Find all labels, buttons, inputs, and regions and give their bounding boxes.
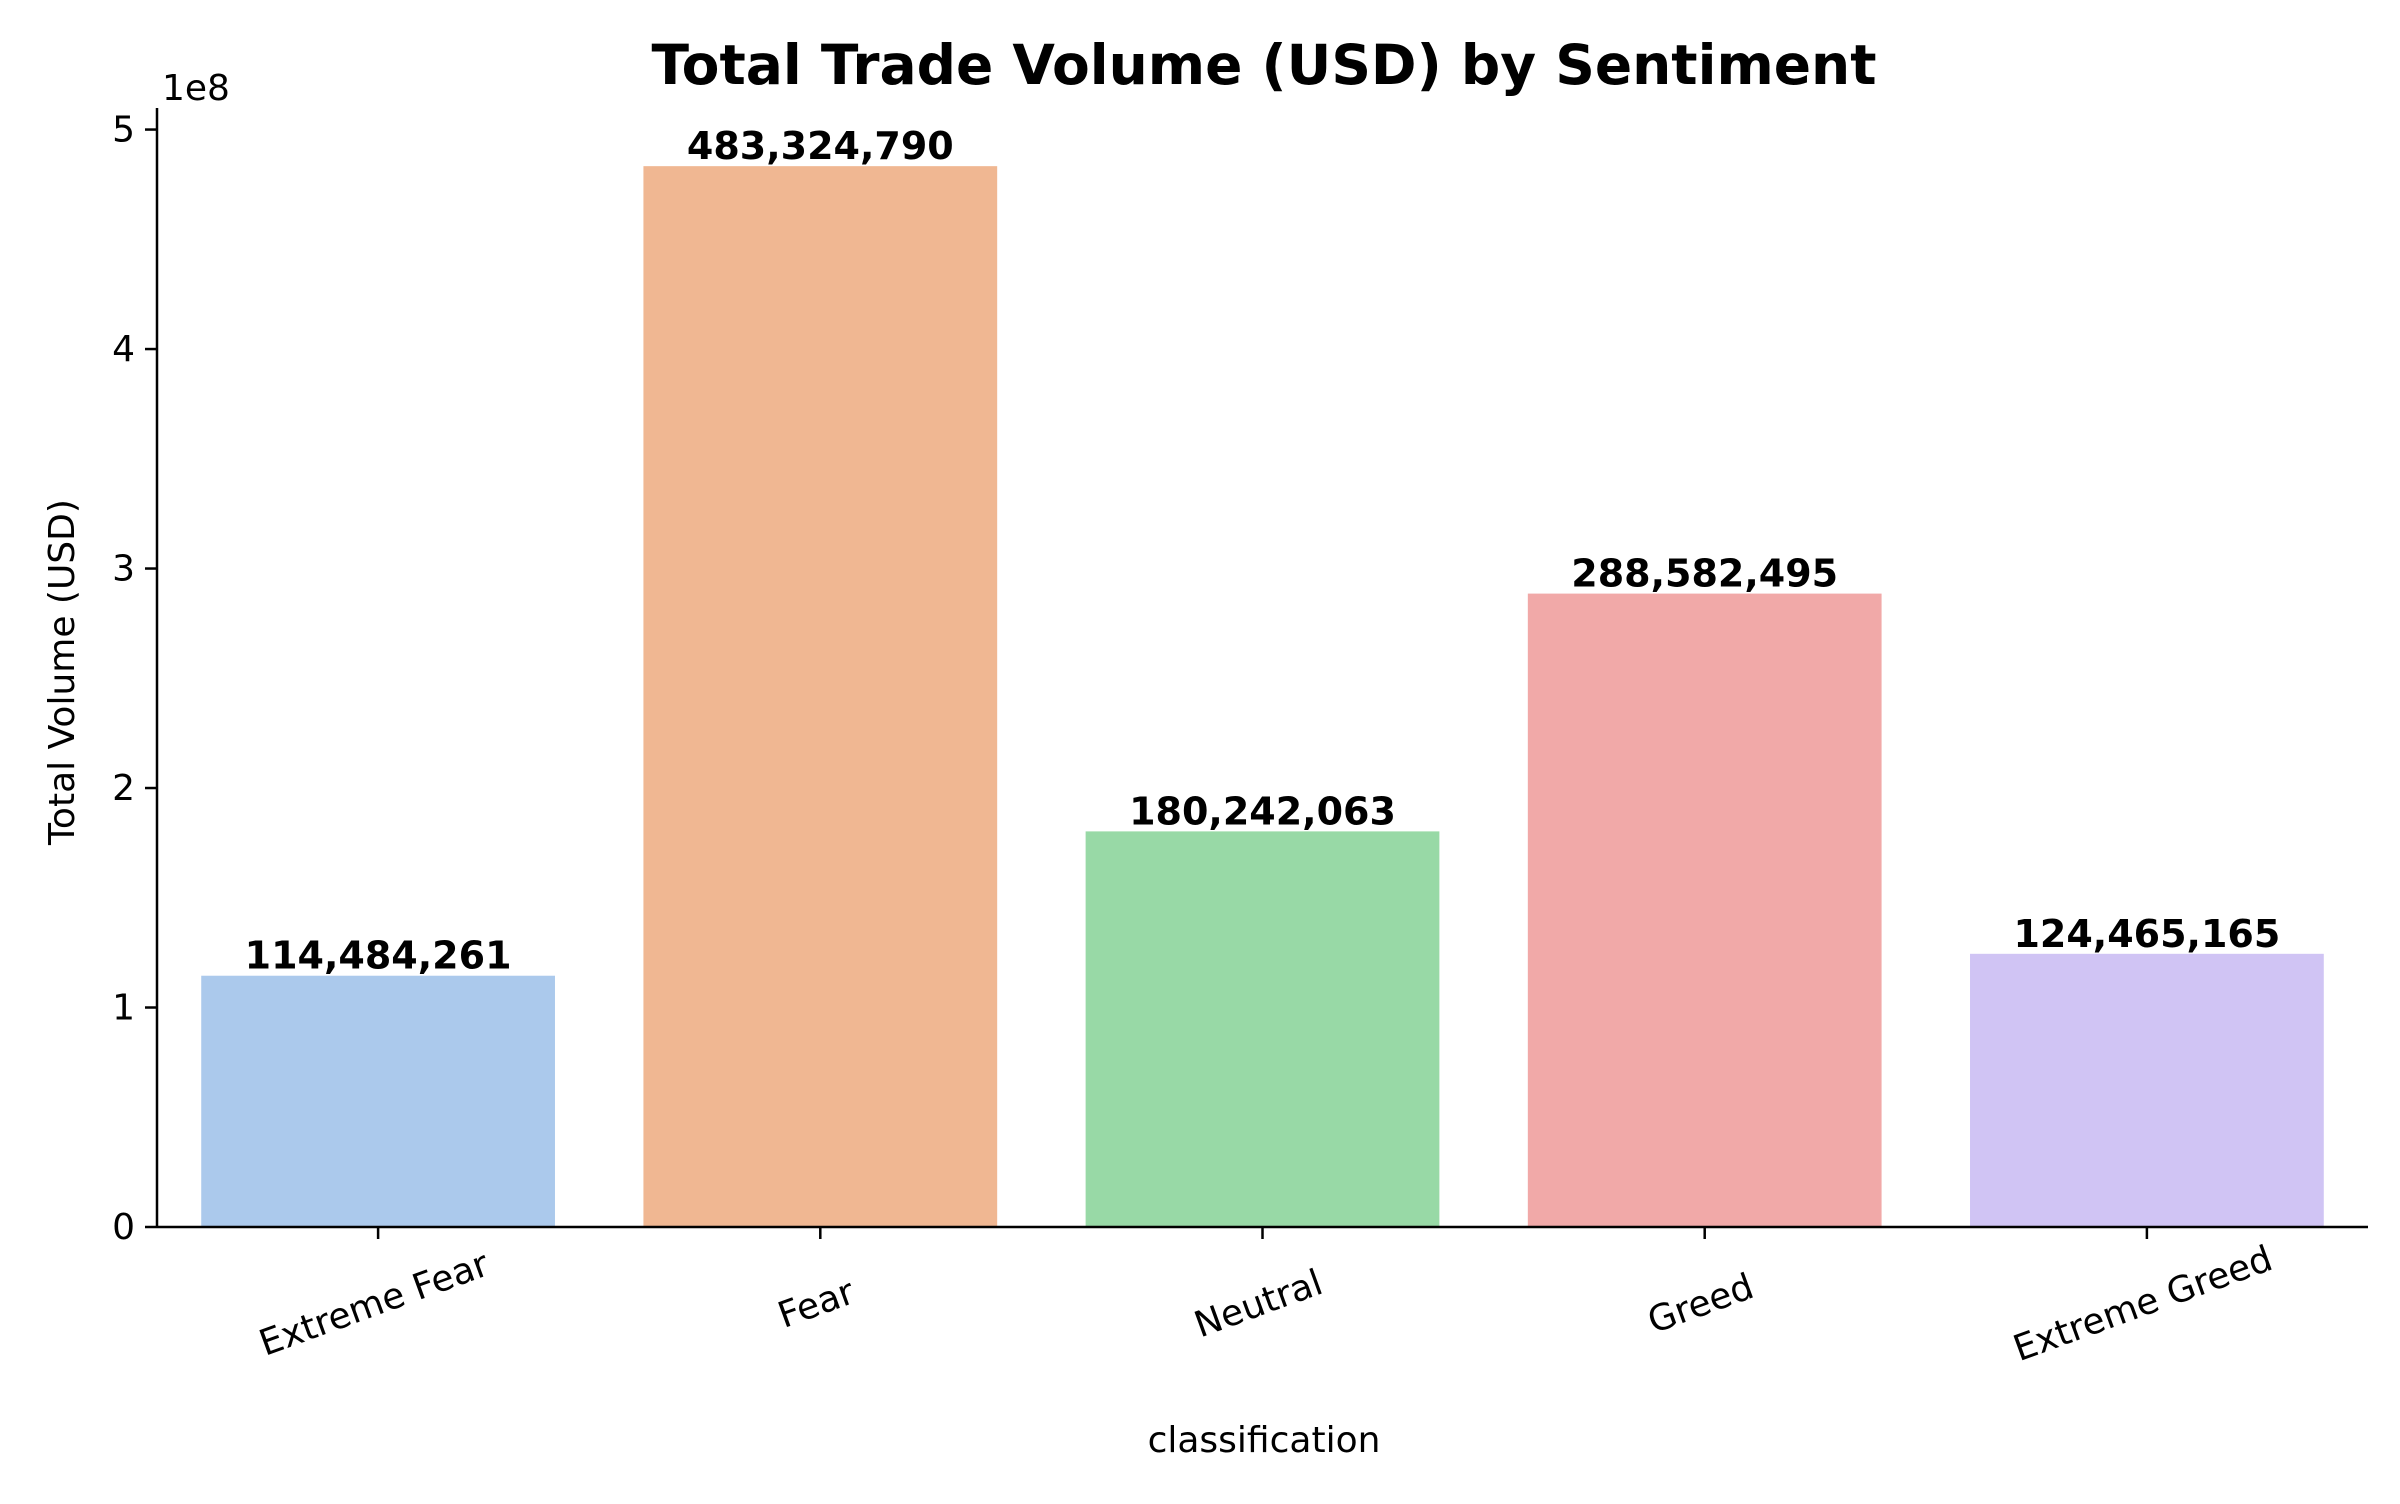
y-tick-label: 3 — [112, 549, 135, 590]
bar-value-label: 483,324,790 — [687, 124, 954, 168]
bar-value-label: 124,465,165 — [2013, 912, 2280, 956]
x-tick-label: Extreme Fear — [254, 1244, 494, 1365]
x-tick-label: Extreme Greed — [2008, 1238, 2278, 1370]
bar-extreme-greed — [1970, 953, 2324, 1227]
value-labels-layer: 114,484,261 483,324,790 180,242,063 288,582… — [245, 124, 2281, 978]
y-tick-label: 2 — [112, 768, 135, 809]
y-tick-label: 1 — [112, 988, 135, 1029]
y-axis-label: Total Volume (USD) — [42, 499, 83, 846]
bar-fear — [643, 166, 998, 1227]
bar-value-label: 114,484,261 — [245, 934, 512, 978]
y-tick-label: 0 — [112, 1207, 135, 1248]
bar-value-label: 180,242,063 — [1129, 789, 1396, 833]
y-tick-label: 5 — [112, 110, 135, 151]
x-axis-label: classification — [1148, 1420, 1381, 1461]
y-axis: 0 1 2 3 4 5 — [112, 108, 159, 1248]
bar-extreme-fear — [201, 975, 555, 1227]
y-offset-label: 1e8 — [162, 68, 230, 109]
x-tick-label: Neutral — [1189, 1262, 1328, 1346]
bar-neutral — [1085, 831, 1440, 1227]
x-tick-label: Greed — [1643, 1266, 1760, 1342]
x-tick-label: Fear — [773, 1272, 860, 1337]
y-tick-label: 4 — [112, 329, 135, 370]
bar-value-label: 288,582,495 — [1571, 552, 1838, 596]
chart-title: Total Trade Volume (USD) by Sentiment — [651, 33, 1876, 97]
bar-greed — [1527, 593, 1882, 1227]
bars-layer — [201, 166, 2324, 1227]
x-axis: Extreme Fear Fear Neutral Greed Extreme Gree… — [157, 1225, 2368, 1370]
